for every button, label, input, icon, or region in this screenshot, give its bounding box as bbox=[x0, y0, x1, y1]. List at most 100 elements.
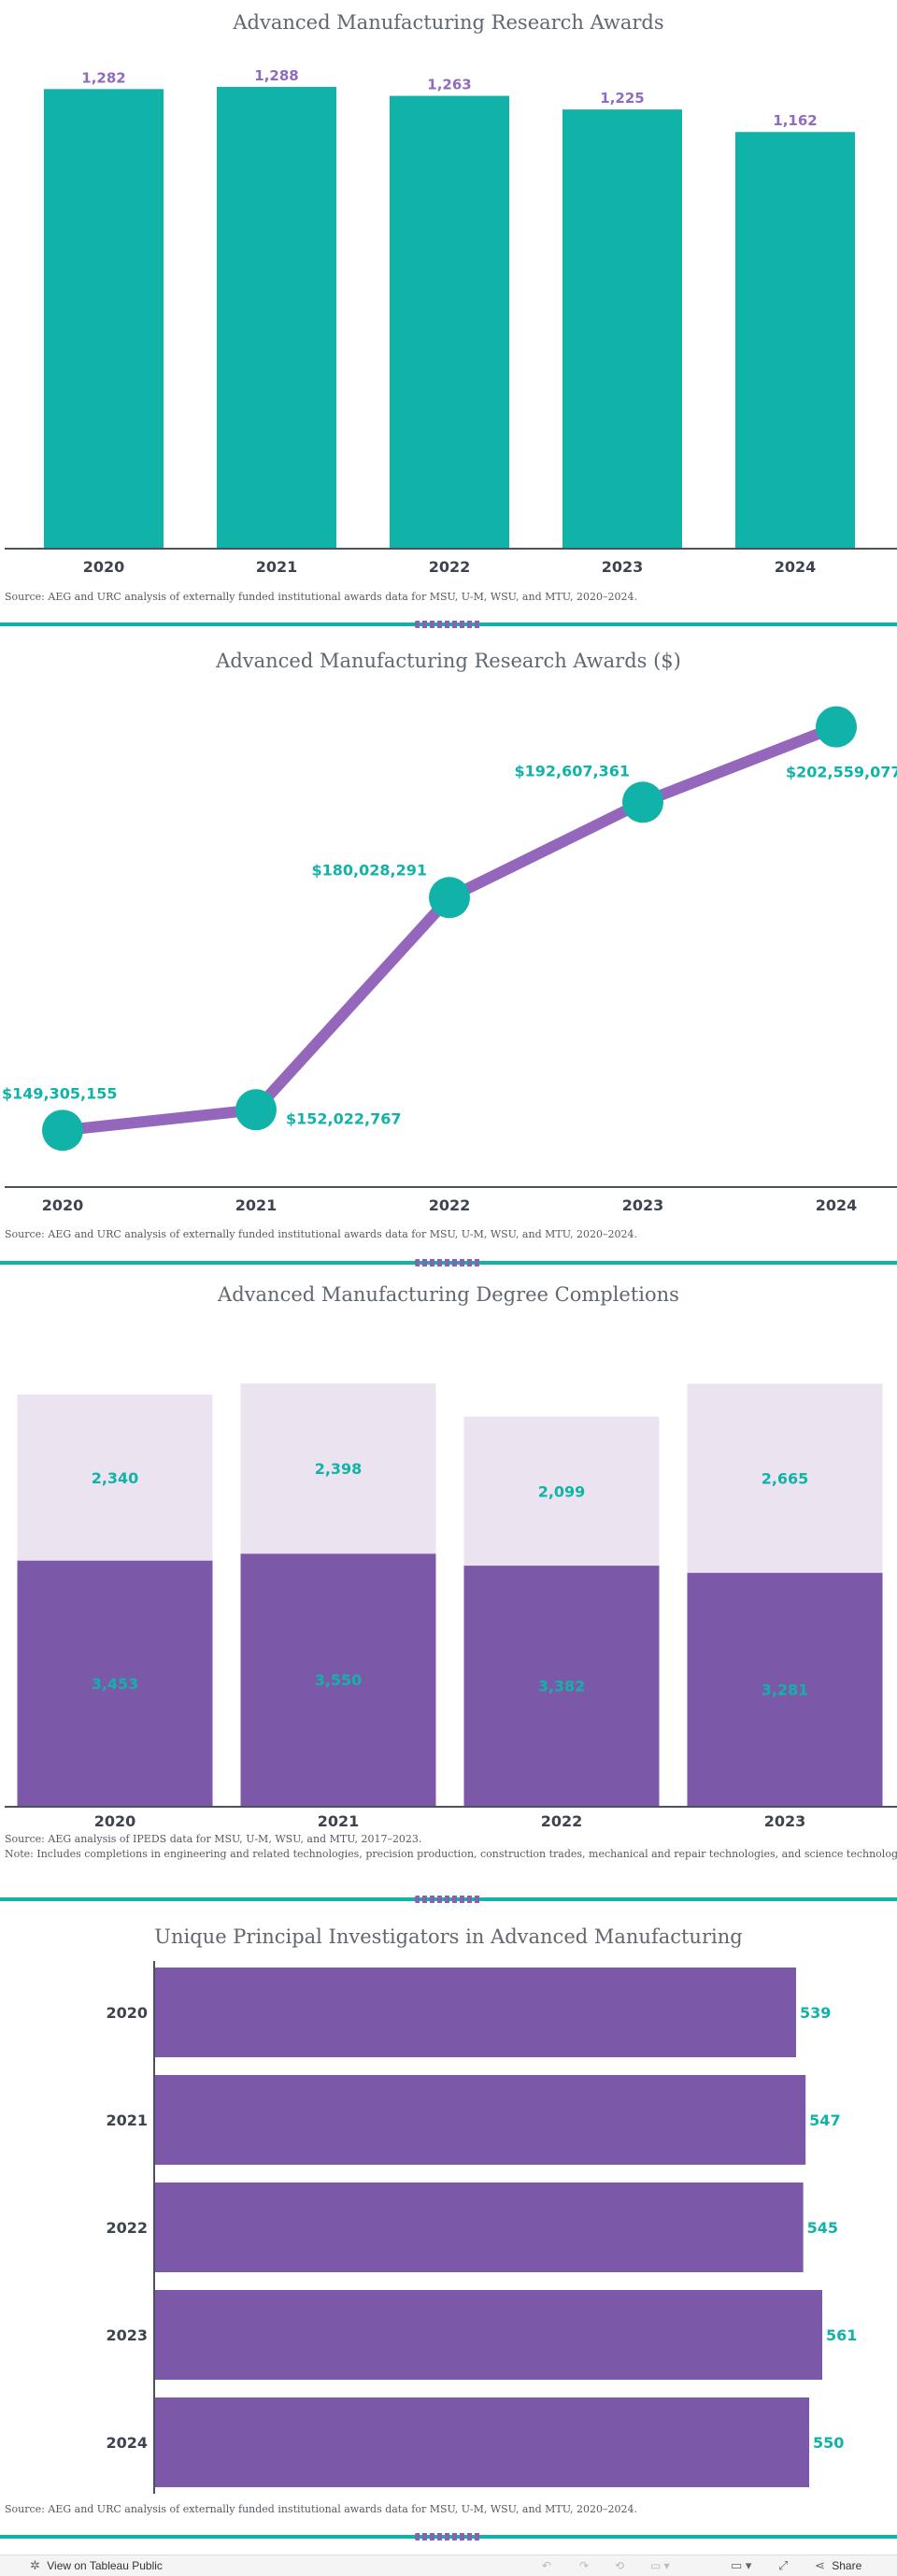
data-point-2020 bbox=[42, 1109, 83, 1152]
x-tick-label: 2021 bbox=[235, 1196, 278, 1214]
segment-value-label: 2,398 bbox=[315, 1460, 363, 1478]
x-tick-label: 2020 bbox=[42, 1196, 84, 1214]
bar-segment-upper-2022 bbox=[463, 1416, 660, 1567]
bar-value-label: 545 bbox=[807, 2219, 838, 2237]
chart-1-awards-count: 1,282 2020 1,288 2021 1,263 2022 1,225 2023 1,16… bbox=[5, 67, 897, 576]
view-on-tableau-label: View on Tableau Public bbox=[47, 2559, 163, 2572]
chart-3-degree-completions: 2,340 3,453 2020 2,398 3,550 2021 2,099 3,382 20… bbox=[5, 1383, 897, 1830]
x-tick-label: 2022 bbox=[429, 1196, 471, 1214]
bar-segment-lower-2023 bbox=[687, 1572, 883, 1806]
revert-icon: ⟲ bbox=[615, 2559, 625, 2572]
section-divider bbox=[0, 1896, 897, 1903]
y-tick-label: 2021 bbox=[106, 2111, 148, 2129]
bar-segment-lower-2022 bbox=[463, 1566, 660, 1806]
bar-2021 bbox=[155, 2075, 806, 2165]
data-point-2022 bbox=[429, 877, 470, 919]
segment-value-label: 2,340 bbox=[92, 1469, 139, 1487]
y-tick-label: 2024 bbox=[106, 2434, 148, 2452]
bar-2024 bbox=[155, 2397, 809, 2487]
chart-1-title: Advanced Manufacturing Research Awards bbox=[233, 11, 664, 34]
x-tick-label: 2024 bbox=[816, 1196, 858, 1214]
bar-2020 bbox=[155, 1968, 796, 2057]
point-value-label: $152,022,767 bbox=[286, 1109, 401, 1127]
comment-icon: ▭ ▾ bbox=[731, 2558, 752, 2572]
x-tick-label: 2021 bbox=[318, 1812, 360, 1830]
bar-value-label: 561 bbox=[826, 2326, 857, 2344]
segment-value-label: 2,099 bbox=[538, 1482, 586, 1500]
chart-1-source: Source: AEG and URC analysis of external… bbox=[5, 591, 637, 603]
chart-2-awards-dollars: $149,305,155 2020 $152,022,767 2021 $180,028… bbox=[2, 706, 897, 1214]
bar-value-label: 1,288 bbox=[254, 67, 298, 84]
section-divider bbox=[0, 2533, 897, 2540]
bar-segment-upper-2020 bbox=[17, 1394, 213, 1561]
share-button[interactable]: ⋖ Share bbox=[815, 2557, 861, 2574]
segment-value-label: 3,453 bbox=[92, 1675, 139, 1693]
segment-value-label: 3,281 bbox=[762, 1681, 809, 1698]
bar-segment-upper-2023 bbox=[687, 1383, 883, 1573]
bar-value-label: 1,263 bbox=[427, 77, 471, 93]
bar-value-label: 539 bbox=[800, 2004, 831, 2022]
point-value-label: $202,559,077 bbox=[786, 764, 897, 781]
chart-2-source: Source: AEG and URC analysis of external… bbox=[5, 1228, 637, 1240]
bar-value-label: 550 bbox=[813, 2434, 844, 2452]
chart-3-title: Advanced Manufacturing Degree Completion… bbox=[218, 1283, 679, 1306]
bar-value-label: 1,162 bbox=[773, 112, 817, 129]
chart-4-source: Source: AEG and URC analysis of external… bbox=[5, 2503, 637, 2515]
revert-button[interactable]: ⟲ bbox=[615, 2557, 624, 2574]
share-label: Share bbox=[832, 2559, 862, 2572]
segment-value-label: 3,382 bbox=[538, 1678, 586, 1696]
share-icon: ⋖ bbox=[815, 2558, 825, 2572]
x-tick-label: 2022 bbox=[429, 558, 471, 576]
undo-icon: ↶ bbox=[542, 2559, 552, 2572]
bar-value-label: 547 bbox=[809, 2111, 840, 2129]
x-tick-label: 2022 bbox=[541, 1812, 583, 1830]
bar-2020 bbox=[44, 89, 164, 549]
point-value-label: $180,028,291 bbox=[312, 861, 427, 879]
fullscreen-button[interactable]: ⤢ bbox=[778, 2557, 788, 2574]
x-tick-label: 2020 bbox=[83, 558, 125, 576]
x-tick-label: 2021 bbox=[256, 558, 298, 576]
data-point-2024 bbox=[816, 706, 857, 748]
bar-2021 bbox=[217, 87, 336, 548]
bar-2022 bbox=[390, 95, 509, 549]
point-value-label: $192,607,361 bbox=[515, 762, 630, 780]
x-tick-label: 2024 bbox=[775, 558, 817, 576]
y-tick-label: 2020 bbox=[106, 2004, 148, 2022]
view-on-tableau-link[interactable]: ✲ View on Tableau Public bbox=[30, 2557, 163, 2574]
point-value-label: $149,305,155 bbox=[2, 1084, 117, 1102]
y-tick-label: 2023 bbox=[106, 2326, 148, 2344]
bar-value-label: 1,225 bbox=[600, 90, 644, 107]
chart-3-note: Note: Includes completions in engineerin… bbox=[5, 1848, 897, 1860]
comment-button[interactable]: ▭ ▾ bbox=[731, 2557, 751, 2574]
x-tick-label: 2023 bbox=[602, 558, 644, 576]
pause-icon: ▭ ▾ bbox=[650, 2559, 670, 2572]
tableau-toolbar: ✲ View on Tableau Public ↶ ↷ ⟲ ▭ ▾ ▭ ▾ ⤢… bbox=[0, 2555, 897, 2576]
bar-2023 bbox=[562, 109, 682, 548]
bar-2022 bbox=[155, 2182, 804, 2272]
chart-4-title: Unique Principal Investigators in Advanc… bbox=[154, 1925, 743, 1948]
chart-4-unique-pis: 539 2020 547 2021 545 2022 561 2023 550 2024 bbox=[106, 1961, 857, 2494]
bar-2023 bbox=[155, 2290, 822, 2380]
bar-2024 bbox=[735, 132, 855, 548]
tableau-logo-icon: ✲ bbox=[30, 2558, 40, 2572]
bar-segment-lower-2020 bbox=[17, 1560, 213, 1806]
chart-2-title: Advanced Manufacturing Research Awards (… bbox=[216, 650, 681, 672]
data-point-2021 bbox=[235, 1089, 277, 1131]
redo-button[interactable]: ↷ bbox=[579, 2557, 589, 2574]
bar-segment-upper-2021 bbox=[240, 1383, 436, 1554]
undo-button[interactable]: ↶ bbox=[542, 2557, 551, 2574]
segment-value-label: 2,665 bbox=[762, 1470, 809, 1488]
segment-value-label: 3,550 bbox=[315, 1671, 363, 1689]
fullscreen-icon: ⤢ bbox=[778, 2558, 789, 2572]
bar-value-label: 1,282 bbox=[81, 69, 125, 86]
x-tick-label: 2023 bbox=[622, 1196, 664, 1214]
section-divider bbox=[0, 1259, 897, 1267]
chart-3-source: Source: AEG analysis of IPEDS data for M… bbox=[5, 1833, 422, 1845]
y-tick-label: 2022 bbox=[106, 2219, 148, 2237]
section-divider bbox=[0, 621, 897, 628]
pause-button[interactable]: ▭ ▾ bbox=[650, 2557, 670, 2574]
data-point-2023 bbox=[622, 781, 663, 823]
x-tick-label: 2023 bbox=[764, 1812, 806, 1830]
bar-segment-lower-2021 bbox=[240, 1553, 436, 1806]
x-tick-label: 2020 bbox=[94, 1812, 136, 1830]
